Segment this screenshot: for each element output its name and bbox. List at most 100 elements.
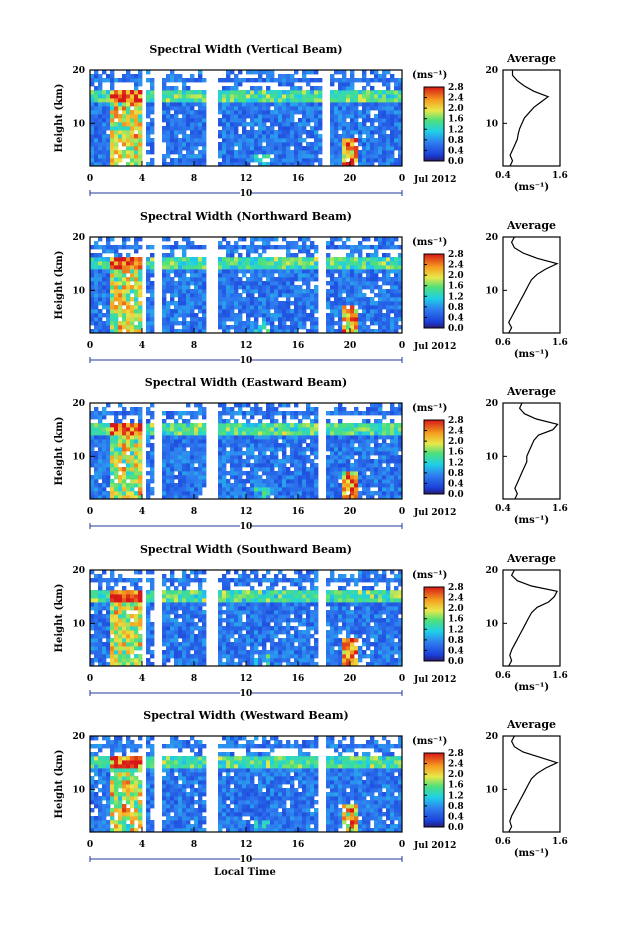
heatmap-cell xyxy=(134,570,139,575)
heatmap-cell xyxy=(102,154,107,159)
heatmap-cell xyxy=(138,634,143,639)
heatmap-cell xyxy=(342,273,347,278)
heatmap-cell xyxy=(98,455,103,460)
heatmap-cell xyxy=(126,90,131,95)
heatmap-cell xyxy=(222,150,227,155)
heatmap-cell xyxy=(390,245,395,250)
heatmap-cell xyxy=(350,138,355,143)
heatmap-cell xyxy=(250,447,255,452)
heatmap-cell xyxy=(126,638,131,643)
heatmap-cell xyxy=(342,455,347,460)
heatmap-cell xyxy=(398,98,403,103)
heatmap-cell xyxy=(282,471,287,476)
heatmap-cell xyxy=(134,118,139,123)
heatmap-cell xyxy=(342,411,347,416)
heatmap-cell xyxy=(266,110,271,115)
heatmap-cell xyxy=(94,110,99,115)
heatmap-cell xyxy=(202,646,207,651)
heatmap-cell xyxy=(194,606,199,611)
heatmap-cell xyxy=(382,106,387,111)
heatmap-cell xyxy=(166,646,171,651)
heatmap-cell xyxy=(150,309,155,314)
heatmap-cell xyxy=(102,118,107,123)
heatmap-cell xyxy=(102,634,107,639)
heatmap-cell xyxy=(138,325,143,330)
heatmap-cell xyxy=(122,642,127,647)
heatmap-cell xyxy=(386,435,391,440)
heatmap-cell xyxy=(90,106,95,111)
heatmap-cell xyxy=(350,94,355,99)
heatmap-cell xyxy=(134,606,139,611)
heatmap-cell xyxy=(394,285,399,290)
heatmap-cell xyxy=(266,411,271,416)
heatmap-cell xyxy=(178,301,183,306)
heatmap-cell xyxy=(362,439,367,444)
heatmap-cell xyxy=(134,150,139,155)
heatmap-cell xyxy=(246,257,251,262)
heatmap-cell xyxy=(298,265,303,270)
heatmap-cell xyxy=(246,431,251,436)
heatmap-cell xyxy=(106,483,111,488)
heatmap-cell xyxy=(226,130,231,135)
heatmap-cell xyxy=(150,431,155,436)
heatmap-cell xyxy=(246,411,251,416)
heatmap-cell xyxy=(226,443,231,448)
heatmap-cell xyxy=(310,495,315,500)
heatmap-cell xyxy=(338,285,343,290)
heatmap-cell xyxy=(366,281,371,286)
heatmap-cell xyxy=(346,138,351,143)
heatmap-cell xyxy=(182,273,187,278)
heatmap-cell xyxy=(110,289,115,294)
heatmap-cell xyxy=(366,479,371,484)
heatmap-cell xyxy=(174,78,179,83)
heatmap-cell xyxy=(178,594,183,599)
heatmap-cell xyxy=(266,285,271,290)
heatmap-cell xyxy=(226,483,231,488)
heatmap-cell xyxy=(398,126,403,131)
heatmap-cell xyxy=(150,415,155,420)
heatmap-cell xyxy=(178,309,183,314)
heatmap-cell xyxy=(378,122,383,127)
heatmap-cell xyxy=(266,467,271,472)
heatmap-cell xyxy=(334,431,339,436)
heatmap-cell xyxy=(238,114,243,119)
heatmap-cell xyxy=(150,475,155,480)
heatmap-cell xyxy=(242,118,247,123)
heatmap-cell xyxy=(130,134,135,139)
heatmap-cell xyxy=(302,321,307,326)
heatmap-cell xyxy=(170,487,175,492)
heatmap-cell xyxy=(222,269,227,274)
heatmap-cell xyxy=(290,487,295,492)
heatmap-cell xyxy=(162,491,167,496)
heatmap-cell xyxy=(258,102,263,107)
heatmap-cell xyxy=(182,313,187,318)
heatmap-cell xyxy=(238,142,243,147)
heatmap-cell xyxy=(182,483,187,488)
heatmap-cell xyxy=(334,281,339,286)
x-tick-label: 12 xyxy=(240,341,253,351)
heatmap-cell xyxy=(278,427,283,432)
heatmap-cell xyxy=(138,126,143,131)
heatmap-cell xyxy=(222,467,227,472)
heatmap-cell xyxy=(346,313,351,318)
heatmap-cell xyxy=(398,122,403,127)
heatmap-cell xyxy=(190,110,195,115)
heatmap-cell xyxy=(202,138,207,143)
heatmap-cell xyxy=(270,94,275,99)
heatmap-cell xyxy=(302,297,307,302)
heatmap-cell xyxy=(314,102,319,107)
heatmap-cell xyxy=(126,150,131,155)
heatmap-cell xyxy=(146,325,151,330)
heatmap-cell xyxy=(346,126,351,131)
heatmap-cell xyxy=(274,122,279,127)
heatmap-cell xyxy=(138,142,143,147)
heatmap-cell xyxy=(138,483,143,488)
heatmap-cell xyxy=(102,451,107,456)
heatmap-cell xyxy=(166,106,171,111)
heatmap-cell xyxy=(386,138,391,143)
heatmap-cell xyxy=(362,150,367,155)
heatmap-cell xyxy=(254,273,259,278)
heatmap-cell xyxy=(110,467,115,472)
heatmap-cell xyxy=(194,439,199,444)
heatmap-cell xyxy=(346,106,351,111)
